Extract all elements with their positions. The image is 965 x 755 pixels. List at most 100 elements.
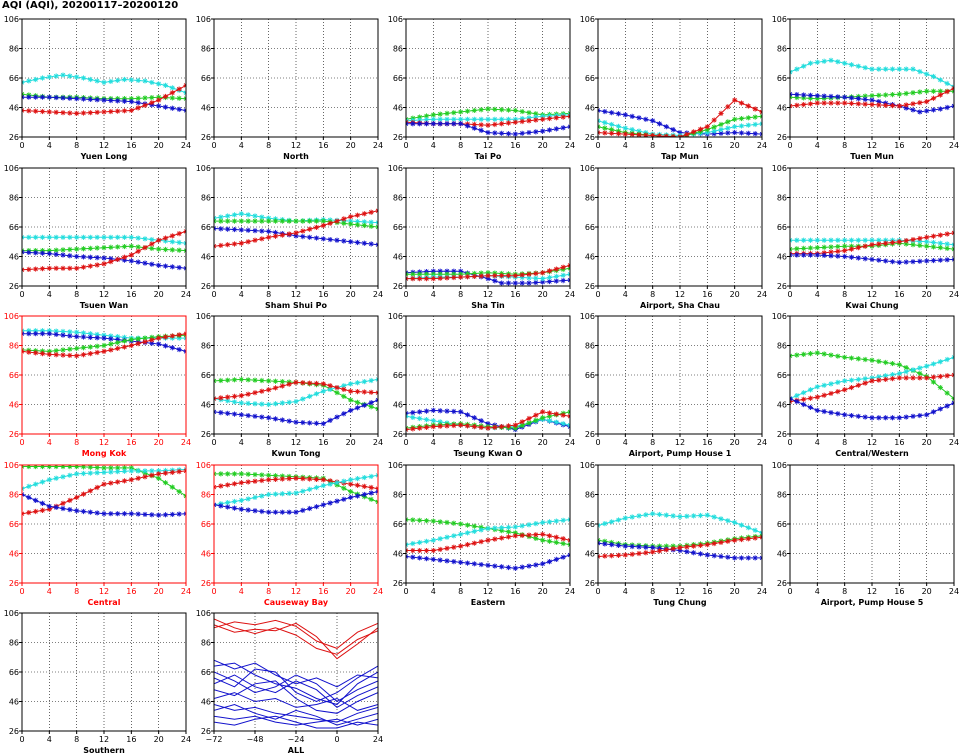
- x-tick-label: 16: [126, 735, 136, 744]
- data-point-marker: [828, 381, 834, 387]
- data-point-marker: [238, 211, 244, 217]
- data-point-marker: [279, 218, 285, 224]
- data-point-marker: [883, 66, 889, 72]
- y-tick-label: 46: [393, 550, 403, 559]
- data-point-marker: [293, 218, 299, 224]
- data-point-marker: [94, 335, 100, 341]
- x-tick-label: 16: [510, 438, 520, 447]
- data-point-marker: [67, 110, 73, 116]
- data-point-marker: [162, 480, 169, 486]
- data-point-marker: [348, 488, 354, 495]
- y-tick-label: 46: [777, 253, 787, 262]
- data-point-marker: [121, 254, 128, 260]
- data-point-marker: [862, 101, 868, 107]
- x-tick-label: 24: [565, 438, 575, 447]
- series-group: [406, 407, 570, 433]
- data-point-marker: [752, 121, 758, 128]
- series-line-blue: [214, 692, 378, 711]
- data-point-marker: [917, 370, 923, 377]
- data-point-marker: [828, 237, 834, 243]
- data-point-marker: [910, 375, 916, 381]
- data-point-marker: [526, 275, 532, 281]
- data-point-marker: [410, 426, 416, 432]
- y-tick-label: 46: [9, 104, 19, 113]
- data-point-marker: [842, 237, 848, 243]
- x-tick-label: 0: [19, 587, 24, 596]
- data-point-marker: [896, 370, 902, 377]
- data-point-marker: [663, 133, 669, 137]
- data-point-marker: [87, 234, 93, 240]
- y-tick-label: 66: [585, 74, 595, 83]
- data-point-marker: [752, 114, 758, 120]
- panel-label: Tung Chung: [653, 598, 706, 607]
- data-point-marker: [835, 100, 841, 106]
- data-point-marker: [650, 549, 656, 555]
- data-point-marker: [533, 562, 539, 568]
- data-point-marker: [121, 465, 128, 471]
- data-point-marker: [293, 230, 299, 236]
- data-point-marker: [87, 351, 93, 357]
- panel-label: Tseung Kwan O: [454, 449, 523, 458]
- data-point-marker: [266, 215, 272, 221]
- data-point-marker: [738, 115, 745, 122]
- data-point-marker: [828, 249, 834, 255]
- data-point-marker: [485, 425, 491, 431]
- data-point-marker: [862, 96, 868, 102]
- data-point-marker: [238, 393, 244, 399]
- data-point-marker: [354, 405, 361, 411]
- data-point-marker: [869, 97, 875, 103]
- data-point-marker: [546, 115, 553, 122]
- data-point-marker: [807, 252, 814, 258]
- data-point-marker: [732, 129, 738, 136]
- data-point-marker: [60, 347, 66, 353]
- data-point-marker: [300, 233, 306, 240]
- data-point-marker: [266, 228, 272, 235]
- panel-frame: [21, 167, 187, 287]
- data-point-marker: [842, 94, 848, 100]
- data-point-marker: [794, 393, 800, 399]
- data-point-marker: [46, 506, 52, 512]
- data-point-marker: [444, 558, 450, 564]
- data-point-marker: [39, 75, 46, 81]
- data-point-marker: [430, 424, 436, 430]
- y-tick-label: 26: [393, 133, 403, 142]
- data-point-marker: [492, 106, 498, 112]
- y-tick-label: 86: [777, 342, 787, 351]
- data-point-marker: [794, 352, 800, 358]
- data-point-marker: [670, 127, 676, 133]
- data-point-marker: [458, 422, 464, 428]
- data-point-marker: [26, 509, 32, 516]
- panel-frame: [789, 315, 955, 435]
- data-point-marker: [176, 247, 182, 253]
- data-point-marker: [94, 343, 100, 349]
- data-point-marker: [876, 241, 882, 247]
- data-point-marker: [101, 97, 107, 103]
- data-point-marker: [279, 476, 285, 482]
- data-point-marker: [499, 116, 505, 122]
- data-point-marker: [896, 103, 902, 109]
- data-point-marker: [677, 547, 683, 554]
- data-point-marker: [225, 398, 231, 404]
- data-point-marker: [650, 545, 656, 551]
- panel-label: North: [283, 152, 309, 161]
- data-point-marker: [101, 109, 107, 115]
- data-point-marker: [512, 116, 518, 122]
- data-point-marker: [74, 246, 80, 252]
- y-tick-label: 26: [393, 430, 403, 439]
- data-point-marker: [485, 129, 491, 136]
- x-tick-label: 20: [154, 438, 164, 447]
- data-point-marker: [39, 328, 46, 334]
- data-point-marker: [437, 546, 443, 553]
- data-point-marker: [842, 378, 848, 384]
- panel-frame: [213, 18, 379, 138]
- x-tick-label: 4: [623, 141, 628, 150]
- data-point-marker: [176, 106, 182, 112]
- y-tick-label: 26: [9, 282, 19, 291]
- x-tick-label: −24: [288, 735, 305, 744]
- data-point-marker: [320, 477, 326, 483]
- data-point-marker: [814, 96, 820, 102]
- data-point-marker: [512, 273, 518, 279]
- data-point-marker: [341, 220, 347, 226]
- data-point-marker: [745, 536, 751, 542]
